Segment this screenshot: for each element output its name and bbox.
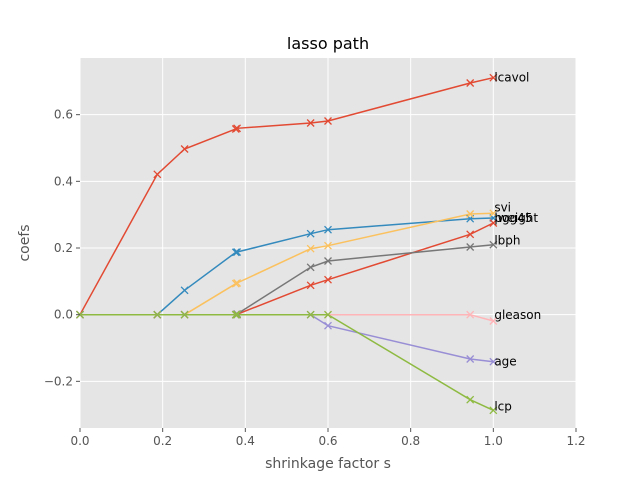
data-point-pgg45 [466,230,475,239]
data-point-lcavol [324,117,332,125]
series-label-svi: svi [494,200,511,214]
y-tick-label: 0.6 [54,108,73,122]
y-tick-label: 0.4 [54,174,73,188]
y-tick-label: 0.0 [54,308,73,322]
data-point-svi [489,209,498,218]
data-point-lcp [180,310,189,319]
data-point-lweight [306,229,315,238]
chart-title: lasso path [287,34,369,53]
data-point-lcp [306,310,315,319]
series-label-pgg45: pgg45 [494,211,532,225]
data-point-age [466,355,475,363]
series-label-lweight: lweight [494,211,538,225]
data-point-lcp [233,310,242,319]
x-tick-label: 1.2 [566,434,585,448]
data-point-lcavol [153,170,162,179]
data-point-lcp [153,310,162,319]
x-tick-label: 0.0 [70,434,89,448]
data-point-age [324,321,332,330]
x-tick-label: 0.6 [318,434,337,448]
series-label-age: age [494,355,516,369]
data-point-svi [324,241,332,250]
x-tick-label: 1.0 [484,434,503,448]
data-point-lcavol [489,73,498,82]
series-label-lcp: lcp [494,399,512,413]
data-point-pgg45 [306,281,315,290]
data-point-lcavol [306,119,315,127]
y-axis-ticks: −0.2 0.0 0.2 0.4 0.6 [44,108,80,388]
data-point-lcavol [180,145,189,153]
x-tick-label: 0.8 [401,434,420,448]
data-point-lbph [324,257,332,265]
data-point-gleason [466,310,475,319]
data-point-svi [306,244,315,253]
x-axis-ticks: 0.0 0.2 0.4 0.6 0.8 1.0 1.2 [70,428,586,448]
data-point-age [489,357,498,366]
x-axis-label: shrinkage factor s [265,456,391,472]
data-point-lweight [324,225,332,234]
y-axis-label: coefs [17,224,33,261]
data-point-lcp [231,310,240,319]
y-tick-label: 0.2 [54,241,73,255]
data-point-svi [233,279,242,287]
series-markers [76,73,498,415]
data-point-lweight [233,248,242,256]
data-point-lweight [180,286,189,295]
data-point-lbph [306,263,315,272]
y-tick-label: −0.2 [44,374,73,388]
series-label-lbph: lbph [494,234,520,248]
data-point-lcp [324,310,332,319]
data-point-gleason [489,317,498,325]
x-tick-label: 0.2 [153,434,172,448]
data-point-lcp [466,395,475,404]
series-label-gleason: gleason [494,308,541,322]
x-tick-label: 0.4 [236,434,255,448]
data-point-lcavol [233,124,242,133]
data-point-lbph [466,243,475,251]
data-point-lcp [489,406,498,415]
data-point-pgg45 [489,219,498,227]
data-point-svi [466,210,475,218]
data-point-lcavol [466,79,475,87]
data-point-lbph [489,240,498,249]
series-label-lcavol: lcavol [494,71,529,85]
data-point-pgg45 [324,275,332,284]
